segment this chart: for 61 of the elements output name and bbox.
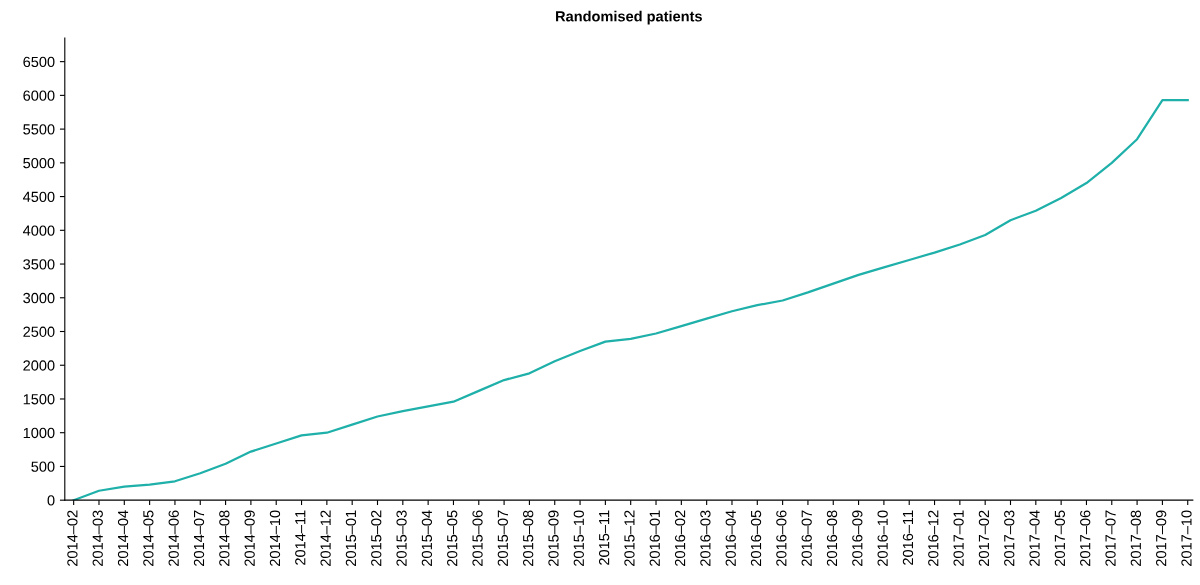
x-tick-label: 2014–07 [193, 510, 205, 566]
x-tick-label: 2017–01 [953, 510, 964, 566]
x-tick-label: 2014–04 [117, 510, 129, 566]
x-tick-label: 2015–01 [345, 510, 357, 566]
line-series [72, 98, 1189, 501]
y-tick-label: 6000 [23, 90, 55, 101]
x-tick-label: 2016–09 [852, 510, 863, 566]
x-tick-label: 2017–03 [1004, 510, 1015, 566]
chart-title: Randomised patients [556, 10, 702, 25]
x-tick-label: 2017–10 [1181, 510, 1192, 566]
x-tick-label: 2015–11 [598, 510, 610, 565]
y-tick-label: 1000 [23, 427, 55, 439]
x-tick-label: 2017–08 [1130, 510, 1142, 566]
x-tick-label: 2016–04 [725, 510, 736, 566]
x-tick-label: 2014–10 [269, 510, 281, 566]
x-tick-label: 2015–03 [396, 510, 407, 566]
y-tick-label: 6500 [23, 56, 55, 68]
y-tick-label: 3000 [23, 292, 55, 304]
y-tick-label: 5000 [23, 157, 55, 169]
y-tick-label: 4500 [22, 191, 55, 202]
x-tick-label: 2017–02 [978, 510, 990, 566]
x-tick-label: 2014–08 [219, 510, 230, 566]
x-tick-label: 2016–11 [902, 510, 914, 565]
y-tick-label: 4000 [22, 225, 55, 236]
x-tick-label: 2017–09 [1156, 510, 1167, 566]
x-tick-label: 2016–05 [750, 510, 762, 566]
x-tick-label: 2014–05 [143, 510, 154, 566]
x-tick-label: 2014–06 [168, 510, 179, 566]
x-tick-label: 2014–09 [244, 510, 255, 566]
x-tick-label: 2015–08 [523, 510, 534, 566]
x-tick-label: 2015–12 [624, 510, 635, 566]
y-tick-label: 500 [31, 461, 55, 472]
x-tick-label: 2014–11 [295, 510, 306, 565]
x-tick-label: 2015–09 [548, 510, 559, 566]
y-tick-label: 0 [47, 495, 55, 506]
x-tick-label: 2016–12 [928, 510, 939, 566]
x-tick-label: 2016–03 [700, 510, 711, 566]
x-tick-label: 2014–02 [67, 510, 78, 566]
x-tick-label: 2015–04 [421, 510, 433, 566]
y-tick-label: 2000 [23, 360, 55, 371]
x-tick-label: 2017–05 [1054, 510, 1066, 566]
x-tick-label: 2016–06 [776, 510, 787, 566]
x-tick-label: 2015–06 [472, 510, 483, 566]
x-tick-label: 2016–10 [877, 510, 888, 566]
x-tick-label: 2016–02 [674, 510, 686, 566]
y-tick-label: 3500 [23, 259, 55, 270]
x-tick-label: 2017–06 [1080, 510, 1091, 566]
x-tick-label: 2015–07 [497, 510, 509, 566]
x-tick-label: 2014–12 [320, 510, 331, 566]
y-tick-label: 5500 [23, 124, 55, 135]
y-tick-label: 2500 [23, 326, 55, 337]
x-tick-label: 2016–08 [826, 510, 838, 566]
x-tick-label: 2017–07 [1105, 510, 1116, 566]
x-tick-label: 2017–04 [1029, 510, 1040, 566]
y-tick-label: 1500 [23, 394, 55, 405]
x-tick-label: 2015–02 [371, 510, 382, 566]
x-tick-label: 2016–07 [801, 510, 812, 566]
x-tick-label: 2015–05 [447, 510, 458, 566]
x-tick-label: 2014–03 [92, 510, 103, 566]
x-tick-label: 2015–10 [573, 510, 584, 566]
x-tick-label: 2016–01 [649, 510, 660, 566]
